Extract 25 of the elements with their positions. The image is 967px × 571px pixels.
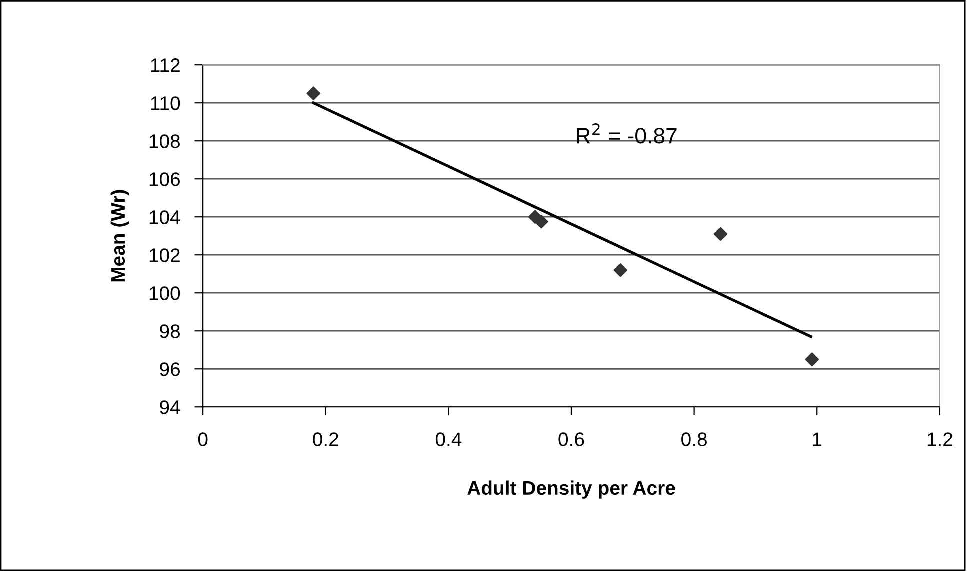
y-tick-label: 98 [160,324,180,338]
annotation: R$^{2}$ = -0.87 [577,124,677,144]
y-tick-label: 108 [150,134,180,148]
x-tick-label: 0.8 [682,432,707,446]
point [714,227,728,242]
y-tick-label: 104 [150,210,180,224]
x-tick-label: 0.4 [436,432,462,446]
x-axis-title: Adult Density per Acre [468,480,676,499]
x-tick-label: 0.2 [313,432,338,446]
y-tick-label: 106 [150,172,180,186]
x-tick-label: 1.2 [928,432,952,446]
y-tick-label: 96 [160,362,180,376]
y-tick-label: 100 [150,286,180,300]
y-tick-label: 110 [151,96,180,110]
y-axis-title: Mean (Wr) [110,190,129,282]
y-tick-label: 94 [160,400,180,414]
point [805,352,820,367]
y-tick-label: 112 [151,58,180,72]
x-tick-label: 1 [813,432,822,446]
point [306,86,321,101]
y-tick-label: 102 [150,248,180,262]
point [534,214,548,229]
point [614,263,628,278]
x-tick-label: 0 [198,432,208,446]
x-tick-label: 0.6 [558,432,584,446]
